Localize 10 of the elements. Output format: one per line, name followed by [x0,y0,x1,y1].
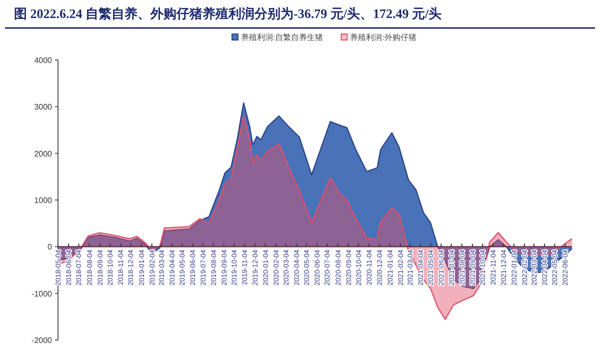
y-tick-label: 0 [48,242,53,252]
y-tick-label: 2000 [34,149,53,158]
y-tick-label: -1000 [32,289,53,298]
y-tick-label: -2000 [32,336,53,345]
legend-label: 养殖利润:外购仔猪 [350,33,416,42]
chart-title: 图 2022.6.24 自繁自养、外购仔猪养殖利润分别为-36.79 元/头、172.49 元/头 [14,6,442,21]
legend-label: 养殖利润:自繁自养生猪 [241,33,324,42]
y-tick-label: 3000 [34,102,53,112]
y-tick-label: 1000 [34,196,53,205]
y-tick-label: 4000 [34,56,53,65]
